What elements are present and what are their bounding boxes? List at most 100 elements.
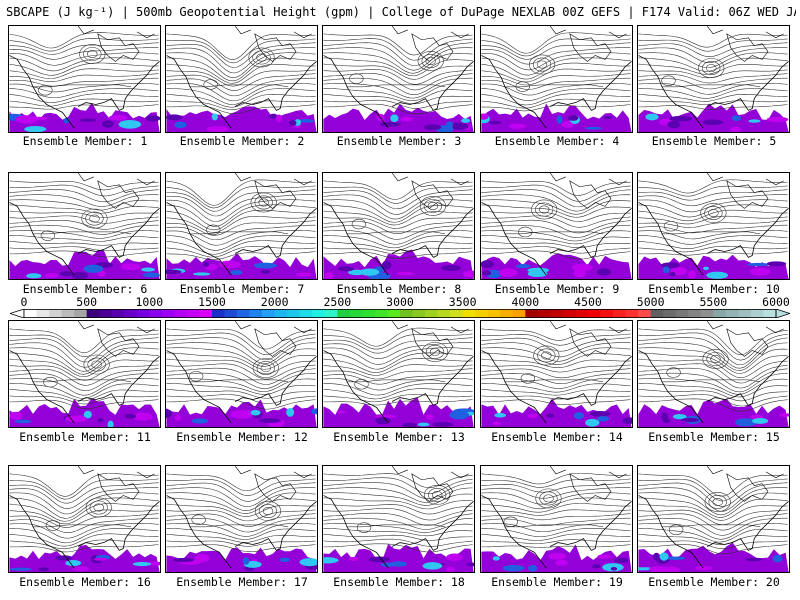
colorbar-swatch	[512, 309, 526, 318]
height-contours	[638, 473, 788, 555]
ensemble-map-panel	[165, 172, 318, 280]
colorbar-swatch	[299, 309, 313, 318]
ensemble-member-label: Ensemble Member: 11	[19, 430, 151, 444]
height-contours	[323, 327, 473, 406]
colorbar-swatch	[24, 309, 37, 318]
ensemble-map	[481, 466, 632, 572]
ensemble-map-panel	[322, 465, 475, 573]
colorbar-swatch	[86, 309, 100, 318]
colorbar-swatch	[763, 309, 777, 318]
colorbar-swatch	[688, 309, 702, 318]
colorbar-graphic	[10, 309, 790, 318]
cape-shading	[638, 254, 789, 279]
colorbar-swatch	[412, 309, 426, 318]
ensemble-map	[481, 321, 632, 427]
ensemble-map	[166, 26, 317, 132]
cape-shading	[9, 544, 160, 572]
colorbar-min-arrow	[10, 309, 25, 318]
ensemble-member-label: Ensemble Member: 10	[648, 282, 780, 296]
colorbar-swatch	[675, 309, 689, 318]
colorbar-swatch	[149, 309, 163, 318]
ensemble-member-label: Ensemble Member: 14	[491, 430, 623, 444]
ensemble-map	[9, 321, 160, 427]
height-contours	[9, 180, 159, 258]
cape-shading	[638, 542, 789, 572]
colorbar-swatch	[362, 309, 376, 318]
coastlines	[323, 26, 474, 129]
colorbar-swatch	[174, 309, 188, 318]
colorbar-swatch	[61, 309, 75, 318]
height-contours	[638, 179, 788, 256]
colorbar-tick-label: 3500	[448, 295, 477, 309]
ensemble-member-label: Ensemble Member: 5	[651, 134, 777, 148]
colorbar-swatch	[124, 309, 138, 318]
coastlines	[166, 466, 317, 569]
height-contours	[323, 180, 473, 259]
colorbar-swatch	[713, 309, 727, 318]
ensemble-member-label: Ensemble Member: 1	[22, 134, 148, 148]
cape-shading	[323, 249, 474, 279]
ensemble-member-label: Ensemble Member: 12	[176, 430, 308, 444]
colorbar-swatch	[725, 309, 739, 318]
colorbar-swatch	[562, 309, 576, 318]
colorbar-swatch	[324, 309, 338, 318]
ensemble-map	[481, 26, 632, 132]
coastlines	[9, 466, 160, 569]
coastlines	[481, 26, 632, 129]
sbcape-colorbar	[10, 309, 790, 318]
ensemble-map-panel	[8, 25, 161, 133]
colorbar-tick-label: 2000	[260, 295, 289, 309]
coastlines	[638, 173, 789, 276]
ensemble-map-panel	[480, 25, 633, 133]
ensemble-member-label: Ensemble Member: 8	[336, 282, 462, 296]
coastlines	[638, 321, 789, 424]
map-title: SBCAPE (J kg⁻¹) | 500mb Geopotential Hei…	[6, 5, 796, 19]
ensemble-map-panel	[637, 320, 790, 428]
coastlines	[481, 466, 632, 569]
colorbar-swatch	[663, 309, 677, 318]
colorbar-swatch	[625, 309, 639, 318]
height-contours	[166, 473, 316, 552]
ensemble-map	[166, 173, 317, 279]
colorbar-tick-label: 4500	[574, 295, 602, 309]
cape-shading	[166, 106, 317, 132]
cape-shading	[323, 543, 474, 572]
cape-shading	[166, 399, 317, 427]
colorbar-swatch	[274, 309, 288, 318]
colorbar-swatch	[237, 309, 250, 318]
colorbar-swatch	[588, 309, 601, 318]
ensemble-member-label: Ensemble Member: 4	[494, 134, 620, 148]
colorbar-swatch	[425, 309, 438, 318]
colorbar-swatch	[49, 309, 62, 318]
colorbar-tick-label: 5000	[636, 295, 665, 309]
colorbar-swatch	[437, 309, 451, 318]
ensemble-map-panel	[637, 465, 790, 573]
ensemble-map	[638, 173, 789, 279]
ensemble-map-panel	[165, 25, 318, 133]
colorbar-tick-label: 0	[20, 295, 28, 309]
colorbar-swatch	[650, 309, 664, 318]
colorbar-tick-label: 3000	[386, 295, 414, 309]
cape-shading	[166, 253, 317, 279]
colorbar-swatch	[450, 309, 463, 318]
coastlines	[9, 173, 160, 276]
cape-shading	[166, 547, 317, 572]
colorbar-swatch	[287, 309, 301, 318]
ensemble-map	[481, 173, 632, 279]
ensemble-map	[9, 26, 160, 132]
colorbar-swatch	[36, 309, 50, 318]
height-contours	[323, 473, 473, 553]
colorbar-swatch	[525, 309, 539, 318]
ensemble-map-panel	[322, 172, 475, 280]
ensemble-member-label: Ensemble Member: 2	[179, 134, 305, 148]
ensemble-map-panel	[322, 320, 475, 428]
ensemble-member-label: Ensemble Member: 3	[336, 134, 462, 148]
coastlines	[166, 173, 317, 276]
cape-shading	[9, 398, 160, 427]
ensemble-member-label: Ensemble Member: 9	[494, 282, 620, 296]
ensemble-map-panel	[637, 25, 790, 133]
ensemble-map-panel	[165, 465, 318, 573]
colorbar-max-arrow	[775, 309, 790, 318]
colorbar-swatch	[161, 309, 175, 318]
colorbar-swatch	[613, 309, 626, 318]
